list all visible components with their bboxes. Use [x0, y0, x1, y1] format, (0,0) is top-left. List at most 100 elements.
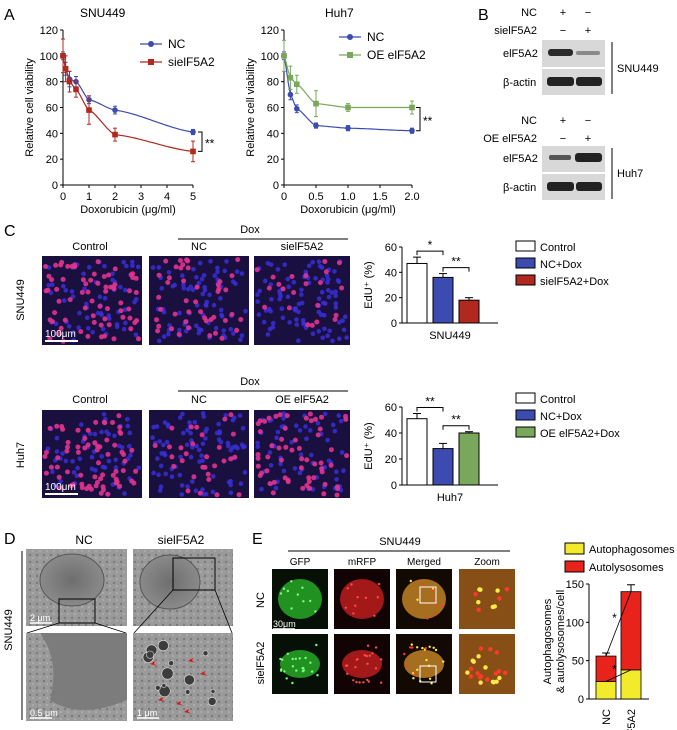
edu-bot-row-label: Huh7 — [15, 442, 27, 468]
fluo-puncta-mrfp-row0 — [364, 596, 368, 600]
edu-top-si-nucleus-blue — [265, 332, 271, 337]
edu-top-nc-nucleus-blue — [166, 331, 171, 337]
edu-bot-nc-nucleus-blue — [164, 439, 170, 445]
tem-si-connector-r — [214, 589, 233, 634]
fluo-puncta-merged-row0 — [422, 583, 425, 586]
edu-top-control-nucleus-blue — [97, 294, 103, 300]
A-right-xlabel: Doxorubicin (μg/ml) — [300, 204, 396, 216]
edu-bot-nc-nucleus-blue — [162, 452, 168, 458]
edu-top-si-nucleus-blue — [318, 312, 324, 318]
C-bottom-sig-label-0: ** — [425, 395, 435, 409]
fluo-puncta-gfp-row1 — [291, 665, 295, 668]
fluo-puncta-merged-row1 — [403, 652, 406, 656]
edu-top-si-nucleus-blue — [330, 338, 335, 344]
edu-top-nc-nucleus-pink — [223, 287, 229, 293]
edu-bot-control-nucleus-blue — [92, 431, 98, 437]
chart-e-ylabel-line2: & autolysosomes/cell — [555, 590, 567, 693]
edu-bot-nc-nucleus-blue — [217, 429, 222, 434]
edu-top-control-nucleus-blue — [95, 310, 101, 316]
fluo-puncta-gfp-row0 — [286, 589, 290, 593]
tem-red-arrow-icon — [158, 697, 166, 702]
fluo-puncta-zoom-row0 — [492, 604, 497, 609]
edu-bot-nc-nucleus-blue — [181, 430, 186, 436]
edu-top-nc-nucleus-blue — [219, 314, 225, 319]
edu-bot-oe-nucleus-blue — [330, 422, 336, 428]
edu-top-control-nucleus-pink — [112, 266, 118, 272]
edu-bot-nc-nucleus-blue — [158, 463, 164, 469]
tem-nc-connector-l — [26, 622, 60, 634]
edu-bot-nc-nucleus-blue — [185, 484, 190, 489]
edu-top-control-nucleus-pink — [112, 282, 118, 288]
fluo-puncta-zoom-row0 — [476, 607, 481, 612]
edu-top-control-nucleus-blue — [133, 332, 139, 338]
C-bottom-ytick-label: 20 — [385, 454, 397, 466]
C-top-bar-0 — [406, 262, 428, 324]
edu-top-si-nucleus-pink — [305, 322, 311, 328]
edu-top-control-nucleus-blue — [118, 284, 123, 290]
edu-bot-nc-nucleus-pink — [232, 454, 238, 460]
A-right-series-1-point — [287, 74, 294, 81]
edu-bot-oe-nucleus-pink — [255, 452, 261, 457]
fluo-puncta-gfp-row1 — [301, 667, 304, 670]
edu-top-control-nucleus-pink — [72, 262, 78, 268]
fluo-puncta-merged-row1 — [416, 668, 419, 671]
edu-top-control-nucleus-blue — [123, 287, 128, 293]
fluo-puncta-merged-row0 — [433, 598, 437, 602]
chart-e-ytick-label: 0 — [578, 694, 584, 706]
edu-top-control-nucleus-pink — [83, 281, 89, 287]
edu-bot-oe-nucleus-blue — [336, 413, 342, 418]
edu-bot-nc-nucleus-blue — [223, 413, 229, 418]
edu-bot-oe-nucleus-pink — [321, 491, 327, 497]
fluo-puncta-mrfp-row1 — [366, 678, 369, 682]
C-top-sig-bracket-1 — [442, 267, 470, 272]
edu-bot-control-nucleus-blue — [75, 465, 80, 471]
edu-top-nc-nucleus-blue — [161, 334, 167, 339]
wb-huh-band-label-2: β-actin — [503, 182, 536, 194]
A-left-series-0-point — [112, 107, 118, 113]
edu-top-si-nucleus-blue — [333, 293, 338, 299]
edu-top-control-nucleus-pink — [95, 280, 101, 286]
edu-bot-control-nucleus-pink — [78, 472, 84, 478]
edu-bot-nc-nucleus-pink — [206, 477, 212, 482]
edu-top-nc-nucleus-pink — [176, 331, 182, 337]
edu-top-si-nucleus-blue — [262, 278, 268, 284]
edu-bot-nc-nucleus-blue — [200, 441, 206, 447]
edu-bot-control-nucleus-blue — [128, 452, 133, 458]
edu-bot-oe-nucleus-blue — [297, 428, 303, 433]
edu-bot-nc-nucleus-blue — [194, 443, 199, 449]
edu-bot-col-oe: OE elF5A2 — [275, 394, 329, 406]
edu-bot-oe-nucleus-pink — [265, 454, 271, 460]
edu-top-si-nucleus-blue — [265, 261, 271, 266]
wb-huh-sign-oe-1: − — [560, 133, 566, 145]
edu-top-si-nucleus-blue — [299, 287, 304, 293]
fluo-puncta-gfp-row0 — [290, 580, 293, 583]
edu-top-control-nucleus-pink — [120, 314, 126, 320]
edu-top-control-nucleus-pink — [82, 305, 88, 311]
edu-bot-oe-nucleus-pink — [257, 429, 263, 435]
tem-si-connector-l — [133, 589, 174, 634]
C-top-bar-1 — [432, 276, 454, 324]
western-blot-huh7: NC OE elF5A2 + − − + elF5A2 β-actin Huh7 — [483, 115, 643, 200]
edu-top-control-nucleus-pink — [65, 263, 71, 269]
chart-e-ytick-label: 50 — [572, 656, 584, 668]
edu-top-si-nucleus-blue — [325, 333, 330, 339]
edu-bot-nc-nucleus-blue — [179, 483, 185, 488]
chart-e-xtick-label-0: NC — [601, 709, 613, 725]
fluo-puncta-mrfp-row1 — [355, 680, 358, 684]
edu-bot-control-nucleus-pink — [75, 427, 81, 433]
edu-bot-nc-nucleus-pink — [194, 424, 200, 430]
edu-bot-control-nucleus-pink — [75, 449, 81, 455]
edu-top-si-nucleus-pink — [336, 260, 342, 266]
edu-top-control-nucleus-blue — [135, 264, 141, 270]
edu-top-control-nucleus-blue — [50, 282, 55, 288]
edu-top-nc-nucleus-pink — [215, 282, 221, 288]
edu-bot-nc-nucleus-blue — [180, 411, 185, 417]
A-right-ytick-label: 80 — [267, 77, 279, 89]
A-right-sig-bracket — [416, 107, 421, 132]
edu-bot-oe-nucleus-blue — [322, 411, 328, 417]
edu-bot-nc-nucleus-blue — [190, 479, 195, 484]
edu-bot-oe-nucleus-pink — [278, 457, 284, 463]
fluo-puncta-mrfp-row1 — [352, 679, 355, 682]
fluo-puncta-zoom-row1 — [483, 665, 488, 670]
edu-top-control-nucleus-pink — [45, 287, 51, 293]
